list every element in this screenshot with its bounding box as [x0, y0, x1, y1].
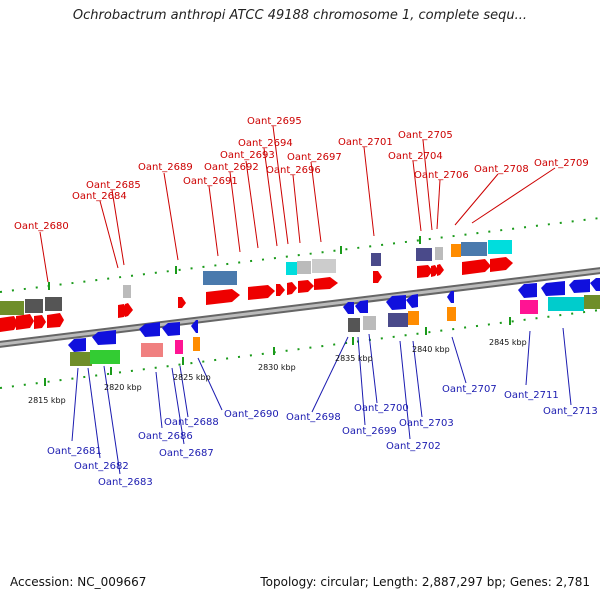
scale-ticks: [0, 217, 600, 389]
accession-text: Accession: NC_009667: [10, 575, 147, 589]
bottom-connectors: [71, 327, 572, 475]
gene-label-bottom: Oant_2681: [47, 446, 102, 457]
top-gene-labels: Oant_2680 Oant_2684 Oant_2685 Oant_2689 …: [14, 116, 589, 232]
scale-labels: 2815 kbp 2820 kbp 2825 kbp 2830 kbp 2835…: [28, 338, 527, 405]
gene-label-bottom: Oant_2698: [286, 412, 341, 423]
gene-label-bottom: Oant_2686: [138, 431, 193, 442]
reverse-genes[interactable]: [68, 278, 600, 366]
kbp-label: 2820 kbp: [104, 383, 142, 392]
gene-label-top: Oant_2696: [266, 165, 321, 176]
gene-label-top: Oant_2709: [534, 158, 589, 169]
gene-label-top: Oant_2680: [14, 221, 69, 232]
gene-label-bottom: Oant_2683: [98, 477, 153, 488]
bottom-gene-labels: Oant_2681 Oant_2682 Oant_2683 Oant_2686 …: [47, 384, 598, 488]
gene-label-top: Oant_2701: [338, 137, 393, 148]
gene-label-top: Oant_2708: [474, 164, 529, 175]
forward-genes[interactable]: [0, 240, 513, 332]
gene-label-top: Oant_2685: [86, 180, 141, 191]
gene-label-bottom: Oant_2687: [159, 448, 214, 459]
gene-label-bottom: Oant_2700: [354, 403, 409, 414]
gene-label-bottom: Oant_2707: [442, 384, 497, 395]
genome-backbone: [0, 267, 600, 348]
gene-label-top: Oant_2693: [220, 150, 275, 161]
gene-label-bottom: Oant_2711: [504, 390, 559, 401]
gene-label-top: Oant_2689: [138, 162, 193, 173]
gene-label-top: Oant_2706: [414, 170, 469, 181]
kbp-label: 2815 kbp: [28, 396, 66, 405]
map-title: Ochrobactrum anthropi ATCC 49188 chromos…: [72, 8, 528, 23]
gene-label-bottom: Oant_2703: [399, 418, 454, 429]
kbp-label: 2835 kbp: [335, 354, 373, 363]
gene-label-top: Oant_2705: [398, 130, 453, 141]
top-connectors: [39, 125, 556, 283]
gene-label-top: Oant_2691: [183, 176, 238, 187]
kbp-label: 2830 kbp: [258, 363, 296, 372]
gene-label-bottom: Oant_2688: [164, 417, 219, 428]
kbp-label: 2845 kbp: [489, 338, 527, 347]
gene-label-top: Oant_2695: [247, 116, 302, 127]
gene-label-top: Oant_2692: [204, 162, 259, 173]
gene-label-bottom: Oant_2690: [224, 409, 279, 420]
gene-label-bottom: Oant_2713: [543, 406, 598, 417]
gene-label-bottom: Oant_2682: [74, 461, 129, 472]
gene-label-top: Oant_2694: [238, 138, 293, 149]
gene-label-top: Oant_2704: [388, 151, 443, 162]
gene-label-top: Oant_2697: [287, 152, 342, 163]
kbp-label: 2840 kbp: [412, 345, 450, 354]
gene-label-bottom: Oant_2702: [386, 441, 441, 452]
gene-label-bottom: Oant_2699: [342, 426, 397, 437]
kbp-label: 2825 kbp: [173, 373, 211, 382]
genome-summary-text: Topology: circular; Length: 2,887,297 bp…: [260, 575, 590, 589]
gene-label-top: Oant_2684: [72, 191, 127, 202]
